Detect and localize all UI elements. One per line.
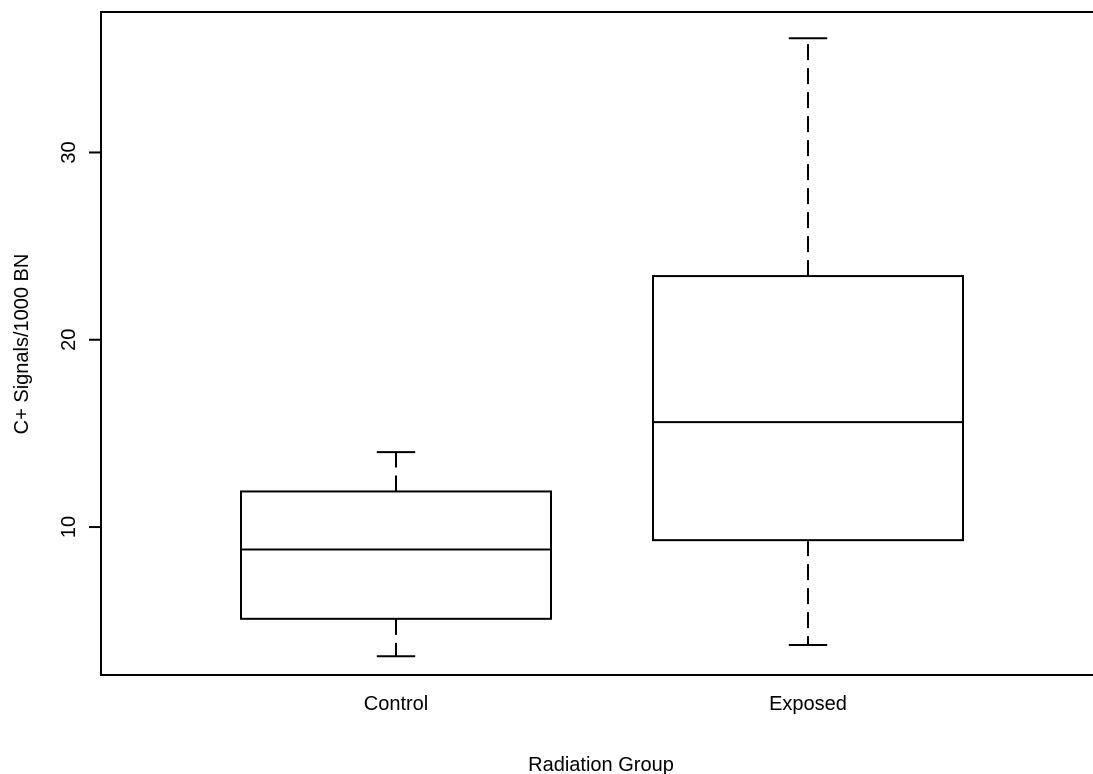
y-axis: 10 20 30 <box>58 141 101 538</box>
y-tick-label: 30 <box>58 141 80 163</box>
y-tick-label: 10 <box>58 516 80 538</box>
box-control <box>240 451 552 658</box>
y-tick-label: 20 <box>58 329 80 351</box>
x-axis: Control Exposed <box>364 693 847 715</box>
box-exposed <box>652 37 964 647</box>
x-category-label: Exposed <box>769 693 847 715</box>
x-axis-title: Radiation Group <box>528 754 674 774</box>
plot-frame <box>100 11 1093 676</box>
interquartile-box <box>240 490 552 620</box>
x-category-label: Control <box>364 693 428 715</box>
y-axis-title: C+ Signals/1000 BN <box>11 254 33 435</box>
box-series <box>240 37 964 658</box>
interquartile-box <box>652 275 964 542</box>
